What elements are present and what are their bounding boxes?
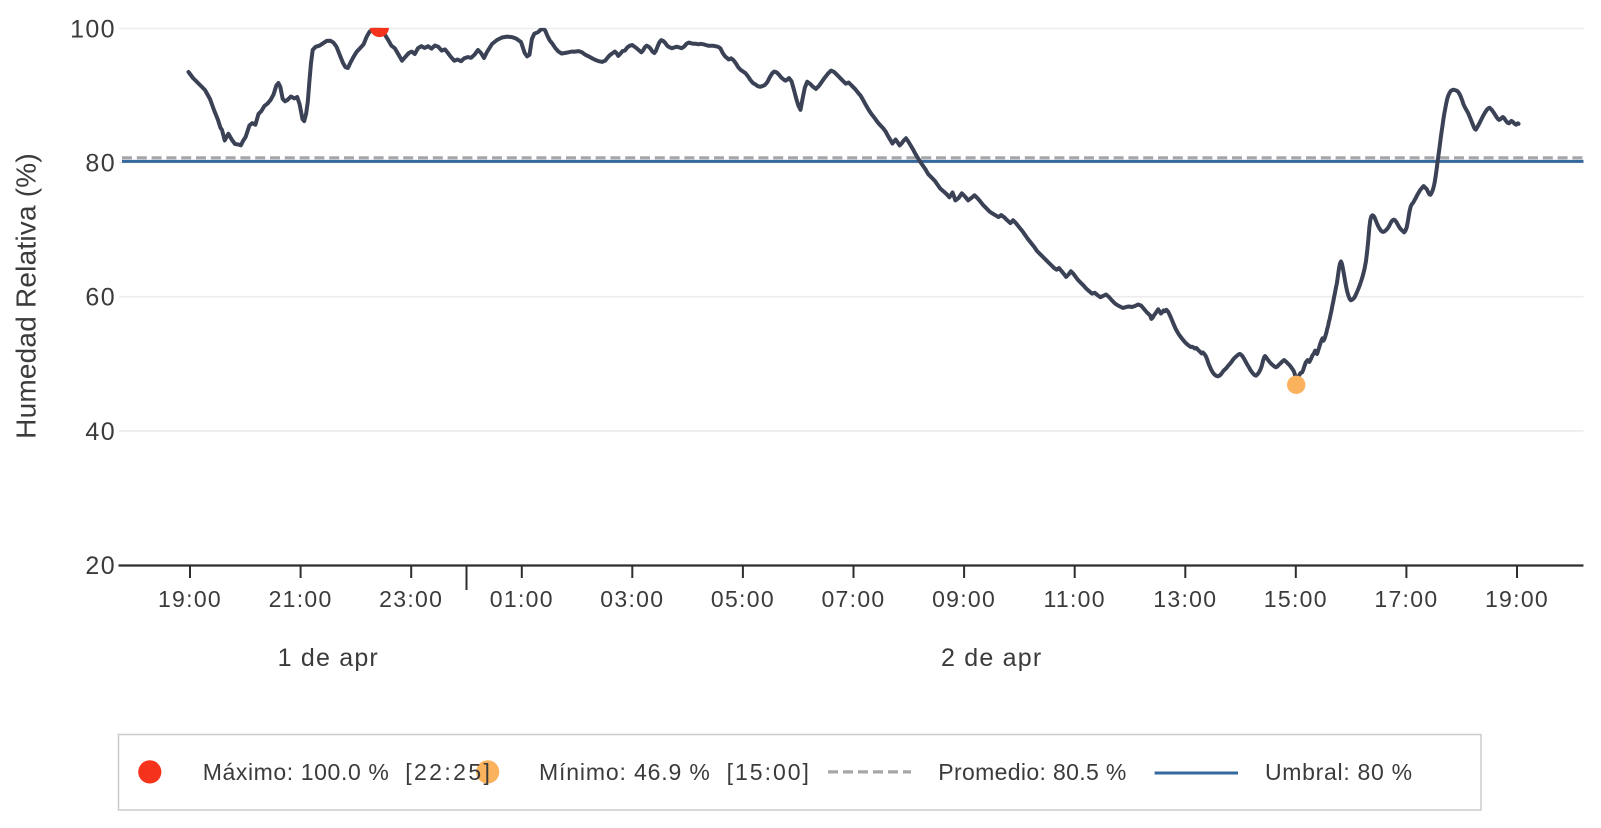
- svg-text:05:00: 05:00: [711, 586, 775, 612]
- svg-text:Máximo: 100.0 %: Máximo: 100.0 %: [203, 759, 390, 785]
- svg-text:80: 80: [85, 150, 116, 178]
- svg-text:[22:25]: [22:25]: [405, 759, 492, 785]
- svg-text:40: 40: [85, 418, 116, 446]
- svg-text:60: 60: [85, 284, 116, 312]
- svg-text:19:00: 19:00: [158, 586, 222, 612]
- svg-text:Mínimo: 46.9 %: Mínimo: 46.9 %: [539, 759, 711, 785]
- svg-text:03:00: 03:00: [600, 586, 664, 612]
- svg-text:2 de apr: 2 de apr: [941, 644, 1042, 672]
- svg-text:100: 100: [70, 16, 116, 44]
- svg-text:19:00: 19:00: [1485, 586, 1549, 612]
- svg-text:Humedad Relativa (%): Humedad Relativa (%): [11, 153, 42, 439]
- svg-text:20: 20: [85, 552, 116, 580]
- svg-text:11:00: 11:00: [1044, 586, 1106, 612]
- svg-text:13:00: 13:00: [1153, 586, 1217, 612]
- svg-text:[15:00]: [15:00]: [727, 759, 811, 785]
- svg-text:01:00: 01:00: [490, 586, 554, 612]
- svg-text:21:00: 21:00: [269, 586, 333, 612]
- svg-text:Promedio: 80.5 %: Promedio: 80.5 %: [938, 759, 1126, 785]
- svg-text:09:00: 09:00: [932, 586, 996, 612]
- svg-text:17:00: 17:00: [1374, 586, 1438, 612]
- svg-text:07:00: 07:00: [821, 586, 885, 612]
- svg-text:1 de apr: 1 de apr: [278, 644, 379, 672]
- svg-text:15:00: 15:00: [1264, 586, 1328, 612]
- svg-text:Umbral: 80 %: Umbral: 80 %: [1265, 759, 1413, 785]
- svg-text:23:00: 23:00: [379, 586, 443, 612]
